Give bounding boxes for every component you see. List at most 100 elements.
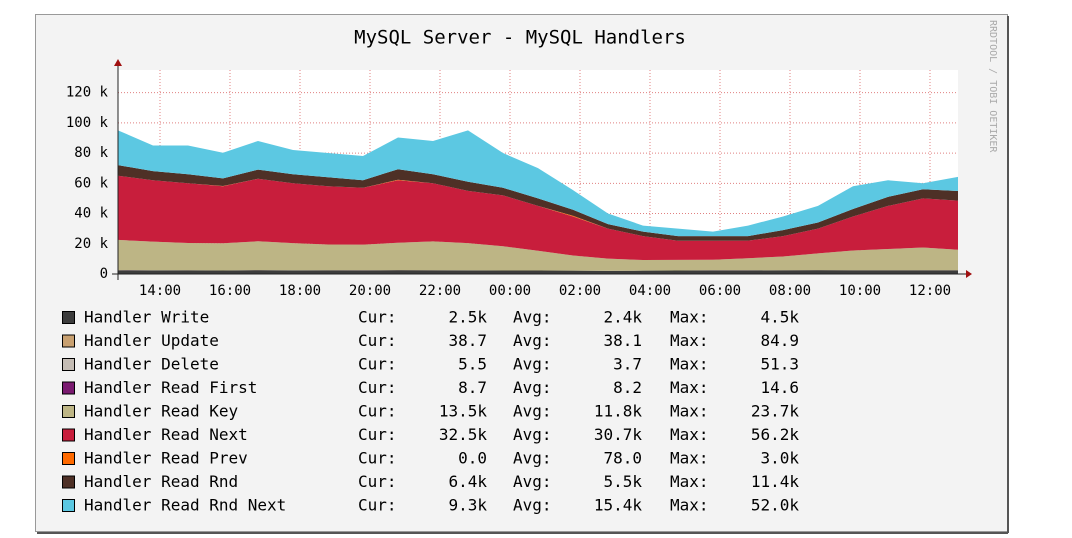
stat-label: Cur: xyxy=(358,355,397,374)
area xyxy=(118,270,958,274)
legend-label: Handler Delete xyxy=(84,355,219,374)
stat-value: 84.9 xyxy=(760,331,799,350)
x-tick-label: 10:00 xyxy=(839,283,881,299)
area xyxy=(118,270,958,271)
legend-label: Handler Read First xyxy=(84,378,257,397)
stat-value: 8.2 xyxy=(613,378,642,397)
stat-value: 3.0k xyxy=(760,449,799,468)
y-arrow xyxy=(114,59,122,66)
stat-label: Max: xyxy=(670,308,709,327)
stat-label: Avg: xyxy=(513,472,552,491)
x-tick-label: 12:00 xyxy=(909,283,951,299)
area xyxy=(118,165,958,241)
legend-swatch xyxy=(62,334,75,348)
stat-label: Avg: xyxy=(513,449,552,468)
y-tick-label: 60 k xyxy=(74,175,108,191)
stat-value: 5.5k xyxy=(603,472,642,491)
legend-swatch xyxy=(62,499,75,512)
x-tick-label: 14:00 xyxy=(139,283,181,299)
labels: 0 20 k 40 k 60 k 80 k 100 k 120 k 14:00 16:00 18:… xyxy=(66,85,951,299)
stat-label: Max: xyxy=(670,378,709,397)
axes xyxy=(112,59,972,280)
stat-label: Avg: xyxy=(513,425,552,444)
areas xyxy=(118,130,958,274)
stat-value: 56.2k xyxy=(751,425,800,444)
stat-value: 11.8k xyxy=(594,402,643,421)
x-tick-label: 22:00 xyxy=(419,283,461,299)
stat-label: Cur: xyxy=(358,496,397,515)
stat-label: Cur: xyxy=(358,425,397,444)
x-tick-label: 04:00 xyxy=(629,283,671,299)
stat-label: Max: xyxy=(670,496,709,515)
legend-swatch xyxy=(62,475,75,489)
legend-label: Handler Read Rnd Next xyxy=(84,496,286,515)
stat-value: 5.5 xyxy=(458,355,487,374)
legend-swatch xyxy=(62,381,75,395)
stat-value: 0.0 xyxy=(458,449,487,468)
chart-title: MySQL Server - MySQL Handlers xyxy=(354,27,686,49)
stat-value: 38.1 xyxy=(603,331,642,350)
stat-label: Avg: xyxy=(513,331,552,350)
stat-label: Max: xyxy=(670,449,709,468)
legend-swatch xyxy=(62,428,75,442)
stat-value: 6.4k xyxy=(448,472,487,491)
legend-swatch xyxy=(62,452,75,465)
stat-value: 9.3k xyxy=(448,496,487,515)
y-tick-label: 100 k xyxy=(66,115,109,131)
x-tick-label: 20:00 xyxy=(349,283,391,299)
stat-value: 8.7 xyxy=(458,378,487,397)
x-tick-label: 06:00 xyxy=(699,283,741,299)
y-tick-label: 120 k xyxy=(66,85,109,101)
stat-value: 51.3 xyxy=(760,355,799,374)
legend-label: Handler Read Rnd xyxy=(84,472,238,491)
legend-label: Handler Write xyxy=(84,308,209,327)
area xyxy=(118,130,958,237)
y-tick-label: 20 k xyxy=(74,236,108,252)
y-tick-label: 0 xyxy=(100,266,108,282)
stat-value: 2.5k xyxy=(448,308,487,327)
stat-value: 15.4k xyxy=(594,496,643,515)
stat-label: Avg: xyxy=(513,496,552,515)
stat-label: Avg: xyxy=(513,378,552,397)
x-tick-label: 00:00 xyxy=(489,283,531,299)
stat-label: Cur: xyxy=(358,308,397,327)
stat-value: 23.7k xyxy=(751,402,800,421)
y-tick-label: 80 k xyxy=(74,145,108,161)
x-tick-label: 08:00 xyxy=(769,283,811,299)
legend-label: Handler Update xyxy=(84,331,219,350)
legend-label: Handler Read Prev xyxy=(84,449,248,468)
area xyxy=(118,175,958,261)
x-tick-label: 18:00 xyxy=(279,283,321,299)
stat-label: Avg: xyxy=(513,308,552,327)
stat-label: Max: xyxy=(670,331,709,350)
legend-swatch xyxy=(62,405,75,418)
stat-label: Cur: xyxy=(358,472,397,491)
stat-value: 4.5k xyxy=(760,308,799,327)
x-tick-label: 02:00 xyxy=(559,283,601,299)
stat-value: 2.4k xyxy=(603,308,642,327)
stat-value: 3.7 xyxy=(613,355,642,374)
stat-value: 13.5k xyxy=(439,402,488,421)
legend-swatch xyxy=(62,358,75,371)
watermark: RRDTOOL / TOBI OETIKER xyxy=(987,20,998,153)
legend-swatch xyxy=(62,311,75,324)
legend-label: Handler Read Key xyxy=(84,402,238,421)
stat-label: Cur: xyxy=(358,449,397,468)
stat-label: Max: xyxy=(670,472,709,491)
stat-value: 78.0 xyxy=(603,449,642,468)
stat-value: 32.5k xyxy=(439,425,488,444)
stat-value: 14.6 xyxy=(760,378,799,397)
stat-label: Cur: xyxy=(358,402,397,421)
stat-label: Cur: xyxy=(358,378,397,397)
y-tick-label: 40 k xyxy=(74,206,108,222)
stat-value: 30.7k xyxy=(594,425,643,444)
stat-label: Avg: xyxy=(513,402,552,421)
stat-label: Max: xyxy=(670,402,709,421)
stat-value: 11.4k xyxy=(751,472,800,491)
stat-label: Max: xyxy=(670,355,709,374)
stat-value: 52.0k xyxy=(751,496,800,515)
stat-label: Max: xyxy=(670,425,709,444)
area xyxy=(118,239,958,271)
legend-label: Handler Read Next xyxy=(84,425,248,444)
